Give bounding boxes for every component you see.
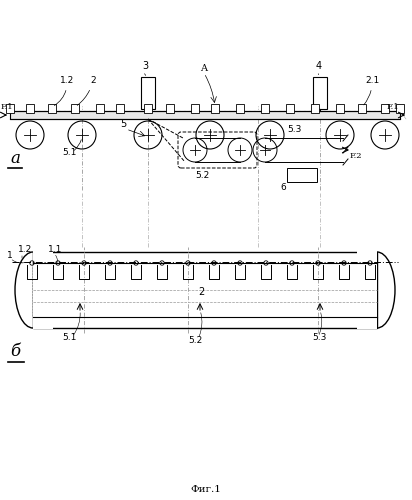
Bar <box>48 104 56 113</box>
Bar <box>166 104 174 113</box>
Text: 5.3: 5.3 <box>287 125 301 134</box>
Text: 2: 2 <box>198 287 204 297</box>
Bar <box>381 104 389 113</box>
Text: 5: 5 <box>120 119 126 129</box>
Text: 1.1: 1.1 <box>48 245 62 254</box>
Bar <box>116 104 124 113</box>
Bar <box>288 168 318 182</box>
Text: 3: 3 <box>142 61 148 71</box>
Bar <box>311 104 319 113</box>
Bar <box>10 111 400 119</box>
Bar <box>96 104 104 113</box>
Bar <box>396 104 404 113</box>
Text: 5.1: 5.1 <box>62 148 76 157</box>
Text: 1: 1 <box>7 251 13 260</box>
Text: 6: 6 <box>281 183 286 192</box>
Text: 5.2: 5.2 <box>195 171 209 180</box>
Bar <box>336 104 344 113</box>
Bar <box>6 104 14 113</box>
Bar <box>144 104 152 113</box>
Bar <box>26 104 34 113</box>
Bar <box>141 77 155 109</box>
Bar <box>71 104 79 113</box>
Text: F.1: F.1 <box>387 103 400 111</box>
Text: F.2: F.2 <box>350 152 363 160</box>
Text: 2.1: 2.1 <box>364 76 379 105</box>
Bar <box>191 104 199 113</box>
Bar <box>261 104 269 113</box>
Bar <box>33 251 53 329</box>
Text: 5.3: 5.3 <box>312 333 326 342</box>
Text: a: a <box>10 150 20 167</box>
Text: 1.2: 1.2 <box>18 245 32 254</box>
Bar <box>286 104 294 113</box>
Text: 5.2: 5.2 <box>188 336 202 345</box>
Text: Фиг.1: Фиг.1 <box>191 485 221 494</box>
Text: б: б <box>10 343 20 360</box>
Bar <box>33 252 377 328</box>
Bar <box>357 251 377 329</box>
Bar <box>358 104 366 113</box>
Bar <box>236 104 244 113</box>
Text: 2: 2 <box>77 76 96 106</box>
Text: A: A <box>200 64 207 73</box>
Text: 1.2: 1.2 <box>54 76 74 106</box>
Text: 4: 4 <box>316 61 322 71</box>
Bar <box>313 77 327 109</box>
Text: F.1: F.1 <box>1 103 14 111</box>
Text: 5.1: 5.1 <box>62 333 76 342</box>
Bar <box>211 104 219 113</box>
